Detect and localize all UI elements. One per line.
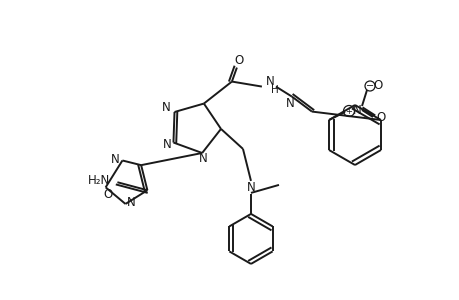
Text: N: N [111,153,119,166]
Text: +: + [345,106,352,116]
Text: H: H [270,85,278,94]
Text: N: N [163,138,172,151]
Text: O: O [103,188,112,201]
Text: N: N [127,196,135,209]
Text: N: N [352,103,361,116]
Text: N: N [198,152,207,166]
Text: O: O [234,54,243,67]
Text: N: N [265,75,274,88]
Text: N: N [246,182,255,194]
Text: O: O [373,79,382,92]
Text: N: N [285,97,294,110]
Text: N: N [162,101,170,115]
Text: −: − [365,81,373,91]
Text: O: O [375,110,385,124]
Text: H₂N: H₂N [88,174,110,187]
